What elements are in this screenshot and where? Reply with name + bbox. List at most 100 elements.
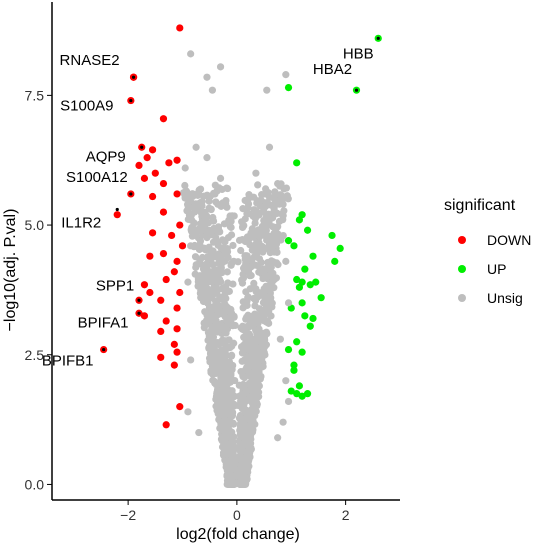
point-up	[290, 361, 298, 369]
point-unsig	[219, 310, 227, 318]
annotated-point	[102, 347, 106, 352]
point-unsig	[206, 287, 214, 295]
point-unsig	[240, 475, 248, 483]
point-down	[173, 304, 181, 312]
point-unsig	[206, 342, 214, 350]
point-up	[309, 252, 317, 260]
legend-label-up: UP	[487, 261, 506, 277]
point-down	[162, 275, 170, 284]
point-unsig	[219, 337, 227, 345]
point-unsig	[219, 421, 227, 429]
point-unsig	[203, 154, 211, 162]
annotated-point	[129, 192, 133, 196]
point-unsig	[258, 222, 267, 230]
point-unsig	[229, 480, 237, 488]
point-unsig	[254, 319, 262, 327]
point-unsig	[223, 268, 231, 276]
point-unsig	[253, 385, 262, 393]
point-unsig	[200, 324, 208, 332]
point-down	[173, 190, 181, 198]
point-unsig	[249, 398, 257, 407]
point-unsig	[238, 218, 246, 226]
point-unsig	[241, 237, 249, 246]
point-unsig	[258, 191, 266, 199]
point-unsig	[245, 210, 253, 218]
point-unsig	[214, 238, 222, 246]
point-unsig	[239, 380, 247, 389]
point-down	[148, 146, 157, 154]
point-unsig	[221, 257, 229, 265]
point-unsig	[282, 71, 290, 79]
point-unsig	[228, 351, 236, 359]
point-unsig	[247, 353, 255, 361]
point-down	[162, 421, 170, 429]
point-down	[159, 115, 168, 123]
point-up	[301, 312, 309, 320]
point-down	[140, 312, 149, 320]
point-unsig	[223, 184, 231, 192]
point-up	[306, 281, 314, 289]
point-down	[140, 174, 149, 182]
point-up	[298, 348, 306, 356]
point-unsig	[200, 192, 208, 200]
annotation-label: SPP1	[96, 277, 134, 294]
point-unsig	[197, 208, 205, 217]
point-unsig	[262, 299, 270, 307]
point-unsig	[254, 326, 262, 334]
point-unsig	[258, 363, 266, 371]
point-up	[309, 314, 317, 323]
point-unsig	[279, 200, 287, 208]
point-down	[176, 221, 184, 229]
point-unsig	[240, 439, 248, 447]
point-unsig	[282, 257, 290, 265]
point-unsig	[245, 428, 253, 437]
point-unsig	[197, 201, 205, 209]
point-unsig	[279, 211, 287, 220]
point-unsig	[187, 356, 195, 364]
annotated-point	[354, 88, 359, 92]
point-unsig	[209, 217, 218, 225]
point-unsig	[271, 188, 279, 196]
point-unsig	[214, 200, 222, 208]
point-unsig	[223, 450, 232, 458]
point-unsig	[222, 408, 230, 416]
point-up	[298, 392, 306, 400]
point-unsig	[268, 243, 276, 251]
point-unsig	[241, 407, 249, 415]
point-unsig	[223, 244, 231, 253]
point-up	[293, 390, 301, 398]
y-axis-ticks: 0.0 2.5 5.0 7.5	[25, 87, 52, 492]
point-up	[284, 237, 293, 245]
annotation-label: BPIFA1	[78, 314, 129, 331]
point-unsig	[209, 303, 217, 311]
point-unsig	[259, 248, 267, 256]
point-unsig	[198, 276, 206, 285]
point-unsig	[196, 185, 205, 193]
point-unsig	[222, 395, 231, 404]
point-unsig	[203, 73, 211, 81]
point-up	[317, 294, 325, 302]
point-unsig	[225, 336, 233, 344]
point-unsig	[181, 164, 189, 172]
point-unsig	[205, 316, 213, 325]
annotated-point	[137, 298, 141, 302]
point-unsig	[270, 207, 278, 215]
point-unsig	[208, 86, 217, 94]
point-unsig	[237, 246, 245, 255]
legend-label-unsig: Unsig	[487, 290, 523, 306]
point-unsig	[283, 192, 291, 200]
point-down	[173, 257, 181, 265]
annotated-point	[376, 36, 380, 40]
point-unsig	[254, 181, 262, 189]
annotated-point	[131, 75, 136, 79]
annotated-point	[137, 311, 141, 315]
point-unsig	[241, 327, 249, 335]
point-unsig	[250, 279, 258, 287]
point-down	[173, 325, 181, 333]
point-unsig	[259, 274, 267, 283]
point-unsig	[230, 312, 238, 320]
point-unsig	[197, 226, 206, 234]
point-down	[157, 327, 165, 336]
point-unsig	[197, 244, 206, 252]
